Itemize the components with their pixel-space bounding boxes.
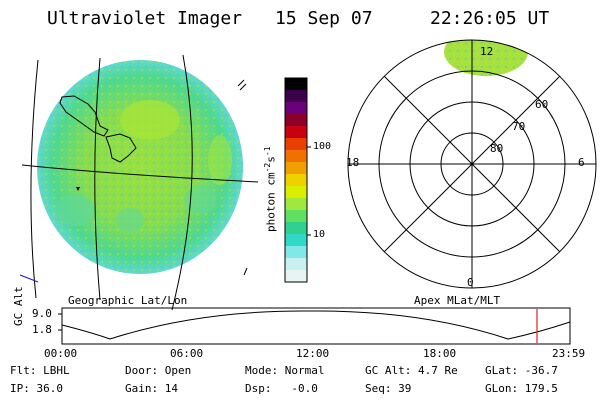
info-gain: Gain: 14 <box>125 382 178 395</box>
colorbar-cell <box>285 90 307 103</box>
geographic-label: Geographic Lat/Lon <box>68 294 188 307</box>
colorbar-cell <box>285 198 307 211</box>
x-tick-18: 18:00 <box>423 347 457 360</box>
coastline <box>59 95 109 137</box>
y-tick-9: 9.0 <box>32 307 52 320</box>
colorbar-tick-100: 100 <box>313 141 332 152</box>
mlt-label-0: 0 <box>467 276 474 289</box>
x-tick-12: 12:00 <box>296 347 330 360</box>
colorbar-cell <box>285 270 307 283</box>
mlt-label-6: 6 <box>578 156 585 169</box>
colorbar-cell <box>285 210 307 223</box>
mlat-label-80: 80 <box>490 142 504 155</box>
time-label: 22:26:05 UT <box>430 8 550 29</box>
colorbar-cell <box>285 150 307 163</box>
colorbar <box>284 77 311 283</box>
colorbar-cell <box>285 162 307 175</box>
lon-line-3 <box>171 54 193 311</box>
colorbar-cell <box>285 234 307 247</box>
mlt-label-12: 12 <box>480 45 494 58</box>
gc-alt-axis-label: GC Alt <box>12 286 25 326</box>
mlat-label-60: 60 <box>535 98 549 111</box>
colorbar-cell <box>285 138 307 151</box>
colorbar-cell <box>285 222 307 235</box>
colorbar-cell <box>285 114 307 127</box>
mlt-label-18: 18 <box>346 156 360 169</box>
info-glon: GLon: 179.5 <box>485 382 558 395</box>
apex-label: Apex MLat/MLT <box>414 294 501 307</box>
x-tick-00: 00:00 <box>44 347 78 360</box>
info-ip: IP: 36.0 <box>10 382 63 395</box>
info-door: Door: Open <box>125 364 192 377</box>
info-seq: Seq: 39 <box>365 382 412 395</box>
x-tick-2359: 23:59 <box>552 347 586 360</box>
info-flt: Flt: LBHL <box>10 364 70 377</box>
info-glat: GLat: -36.7 <box>485 364 558 377</box>
mlat-label-70: 70 <box>512 120 526 133</box>
y-tick-1.8: 1.8 <box>32 323 52 336</box>
lat-line <box>21 164 259 183</box>
colorbar-cell <box>285 186 307 199</box>
colorbar-cell <box>285 78 307 91</box>
instrument-title: Ultraviolet Imager <box>47 8 243 29</box>
x-tick-06: 06:00 <box>170 347 204 360</box>
altitude-curve <box>61 310 571 340</box>
colorbar-cell <box>285 174 307 187</box>
colorbar-cell <box>285 246 307 259</box>
date-label: 15 Sep 07 <box>275 8 373 29</box>
colorbar-cell <box>285 126 307 139</box>
lon-line-1 <box>30 59 39 299</box>
colorbar-cell <box>285 102 307 115</box>
info-dsp: Dsp: -0.0 <box>245 382 318 395</box>
colorbar-tick-10: 10 <box>313 229 326 240</box>
lon-line-2 <box>94 57 101 301</box>
colorbar-cell <box>285 258 307 271</box>
info-mode: Mode: Normal <box>245 364 325 377</box>
info-gc-alt: GC Alt: 4.7 Re <box>365 364 458 377</box>
